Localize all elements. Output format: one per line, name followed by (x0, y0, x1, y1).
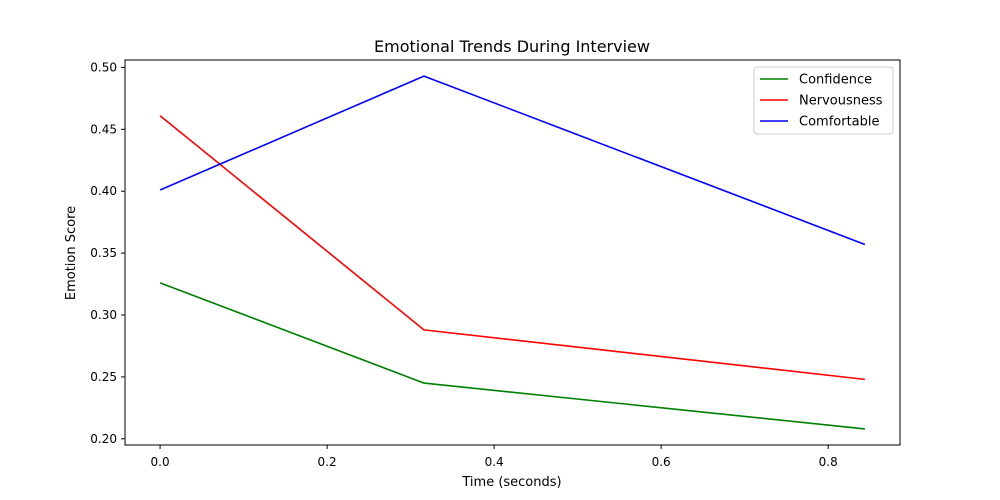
x-tick-label: 0.0 (151, 455, 170, 469)
y-tick-label: 0.50 (90, 60, 117, 74)
x-axis: 0.0 0.2 0.4 0.6 0.8 (151, 445, 838, 469)
y-tick-label: 0.40 (90, 184, 117, 198)
x-tick-label: 0.6 (652, 455, 671, 469)
y-tick-label: 0.30 (90, 308, 117, 322)
x-tick-label: 0.2 (318, 455, 337, 469)
y-tick-label: 0.45 (90, 122, 117, 136)
y-axis: 0.20 0.25 0.30 0.35 0.40 0.45 0.50 (90, 60, 125, 446)
chart-title: Emotional Trends During Interview (374, 37, 650, 56)
series-line-confidence (159, 282, 866, 430)
y-axis-label: Emotion Score (64, 206, 79, 300)
y-tick-label: 0.20 (90, 432, 117, 446)
y-tick-label: 0.25 (90, 370, 117, 384)
series-line-nervousness (159, 115, 866, 381)
x-tick-label: 0.8 (819, 455, 838, 469)
x-tick-label: 0.4 (485, 455, 504, 469)
legend: Confidence Nervousness Comfortable (753, 66, 894, 135)
y-tick-label: 0.35 (90, 246, 117, 260)
series-line-comfortable (159, 75, 866, 246)
series-layer (159, 75, 866, 430)
legend-box (753, 66, 894, 135)
legend-label-nervousness: Nervousness (799, 94, 883, 109)
x-axis-label: Time (seconds) (461, 475, 561, 490)
legend-label-comfortable: Comfortable (799, 115, 880, 130)
legend-label-confidence: Confidence (799, 73, 872, 88)
